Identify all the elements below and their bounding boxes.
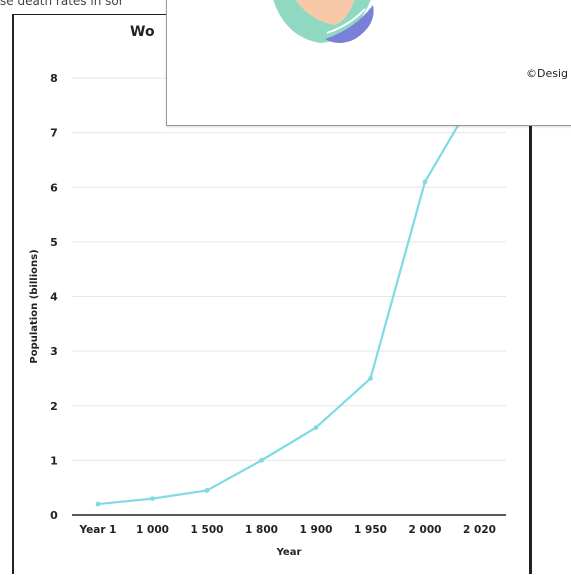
y-tick-label: 7 — [50, 127, 58, 140]
x-tick-label: 1 950 — [354, 524, 387, 536]
x-tick-label: 2 000 — [409, 524, 442, 536]
data-point — [259, 457, 264, 463]
data-point — [313, 425, 319, 430]
chart-title: Wo — [130, 24, 155, 40]
y-tick-label: 3 — [50, 345, 58, 358]
y-tick-label: 1 — [50, 454, 58, 467]
x-tick-label: Year 1 — [79, 524, 117, 536]
population-line-chart: Wo 0 1 2 3 4 5 6 7 8 Population (billions) Year 1 1 … — [29, 24, 506, 558]
data-point — [150, 496, 155, 502]
x-tick-label: 1 900 — [300, 524, 333, 536]
copyright-credit: ©Desig — [526, 67, 569, 80]
y-axis-label: Population (billions) — [29, 249, 40, 363]
x-axis-label: Year — [276, 547, 302, 558]
y-tick-label: 2 — [50, 400, 58, 413]
x-tick-label: 2 020 — [463, 524, 496, 536]
y-tick-label: 6 — [50, 181, 58, 194]
clipped-page-text: se death rates in sor — [0, 0, 124, 8]
x-tick-label: 1 800 — [245, 524, 278, 536]
data-point — [422, 179, 428, 185]
globe-illustration-icon — [273, 0, 374, 43]
y-tick-label: 5 — [50, 236, 58, 249]
y-tick-label: 8 — [50, 72, 58, 85]
data-point — [368, 376, 373, 381]
x-tick-label: 1 000 — [136, 524, 169, 536]
population-series-line — [97, 88, 481, 506]
y-tick-label: 4 — [50, 291, 58, 304]
data-point — [204, 488, 210, 493]
y-tick-label: 0 — [50, 509, 58, 522]
overlay-popup[interactable]: ©Desig — [166, 0, 571, 126]
x-tick-label: 1 500 — [191, 524, 224, 536]
data-point — [95, 501, 101, 507]
